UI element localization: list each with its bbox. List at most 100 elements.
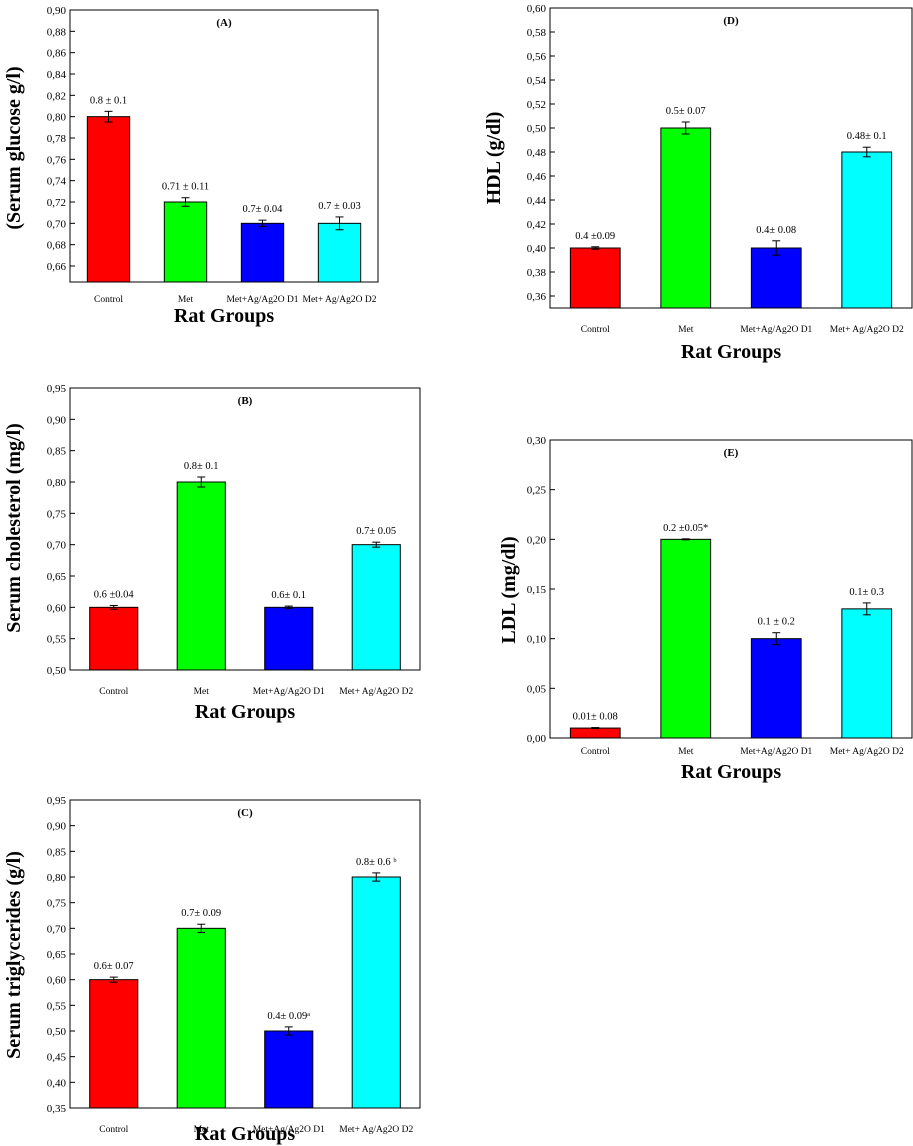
data-label: 0.8 ± 0.1 (90, 95, 127, 106)
y-tick-label: 0,90 (47, 414, 67, 426)
category-label: Met (678, 325, 694, 335)
y-tick-label: 0,70 (47, 923, 67, 935)
category-label: Met+ Ag/Ag2O D2 (339, 1125, 413, 1135)
data-label: 0.48± 0.1 (847, 131, 887, 142)
panel-title: (D) (723, 15, 739, 27)
category-label: Met+ Ag/Ag2O D2 (303, 295, 377, 305)
panel-title: (E) (724, 447, 739, 459)
y-axis-label: Serum cholesterol (mg/l) (3, 423, 25, 633)
y-tick-label: 0,38 (527, 267, 547, 279)
y-tick-label: 0,10 (527, 634, 547, 646)
category-label: Met+Ag/Ag2O D1 (740, 747, 812, 757)
panel-title: (C) (237, 807, 253, 819)
data-label: 0.7 ± 0.03 (318, 201, 361, 212)
y-tick-label: 0,72 (47, 197, 66, 209)
y-tick-label: 0,00 (527, 733, 547, 745)
y-axis-label: (Serum glucose g/l) (3, 66, 25, 229)
y-tick-label: 0,75 (47, 508, 67, 520)
bar-4 (351, 876, 401, 1109)
y-tick-label: 0,80 (47, 477, 67, 489)
y-tick-label: 0,50 (47, 665, 67, 677)
bar-2 (660, 538, 712, 739)
chart-panel-d: 0,36 0,38 0,40 0,42 0,44 0,46 0,48 0,50 0,52 0,54… (483, 3, 913, 363)
bar-3 (264, 1030, 314, 1109)
y-tick-label: 0,66 (47, 261, 67, 273)
y-tick-label: 0,68 (47, 240, 67, 252)
x-axis-label: Rat Groups (681, 341, 781, 363)
category-label: Met (678, 747, 694, 757)
y-axis-label: HDL (g/dl) (483, 112, 505, 205)
bar-1 (569, 727, 621, 739)
category-label: Control (581, 325, 610, 335)
category-label: Met+ Ag/Ag2O D2 (830, 747, 904, 757)
y-tick-label: 0,90 (47, 821, 67, 833)
y-tick-label: 0,90 (47, 5, 67, 17)
chart-panel-e: 0,00 0,05 0,10 0,15 0,20 0,25 0,30 (E) 0.01± 0.0… (498, 435, 913, 783)
bar-3 (264, 606, 314, 671)
y-tick-label: 0,54 (527, 75, 547, 87)
panel-title: (A) (216, 17, 232, 29)
y-tick-label: 0,20 (527, 534, 547, 546)
x-axis-label: Rat Groups (195, 701, 295, 723)
y-tick-label: 0,86 (47, 48, 67, 60)
y-tick-label: 0,56 (527, 51, 547, 63)
y-tick-label: 0,85 (47, 446, 67, 458)
data-label: 0.6 ±0.04 (94, 589, 135, 600)
y-tick-label: 0,80 (47, 112, 67, 124)
y-tick-label: 0,44 (527, 195, 547, 207)
category-label: Control (99, 687, 128, 697)
y-tick-label: 0,76 (47, 154, 67, 166)
category-label: Met+ Ag/Ag2O D2 (339, 687, 413, 697)
y-tick-label: 0,15 (527, 584, 547, 596)
category-label: Met+Ag/Ag2O D1 (253, 687, 325, 697)
category-label: Control (99, 1125, 128, 1135)
category-label: Met+Ag/Ag2O D1 (226, 295, 298, 305)
bar-4 (317, 222, 362, 283)
y-axis-label: Serum triglycerides (g/l) (3, 851, 25, 1059)
y-tick-label: 0,84 (47, 69, 67, 81)
plot-frame (69, 9, 379, 283)
bar-4 (841, 608, 893, 739)
bar-2 (176, 481, 226, 671)
bar-4 (841, 151, 893, 309)
y-tick-label: 0,60 (47, 602, 67, 614)
bar-4 (351, 544, 401, 671)
plot-frame (69, 387, 421, 671)
y-tick-label: 0,30 (527, 435, 547, 447)
x-axis-label: Rat Groups (174, 305, 274, 327)
data-label: 0.6± 0.1 (271, 590, 306, 601)
y-tick-label: 0,95 (47, 795, 67, 807)
category-label: Control (581, 747, 610, 757)
y-tick-label: 0,70 (47, 218, 67, 230)
y-tick-label: 0,80 (47, 872, 67, 884)
data-label: 0.1± 0.3 (849, 587, 884, 598)
y-tick-label: 0,85 (47, 846, 67, 858)
category-label: Control (94, 295, 123, 305)
category-label: Met (178, 295, 194, 305)
chart-panel-a: 0,66 0,68 0,70 0,72 0,74 0,76 0,78 0,80 0,82 0,84… (3, 5, 379, 327)
bar-3 (240, 222, 285, 283)
y-tick-label: 0,70 (47, 540, 67, 552)
bar-2 (660, 127, 712, 309)
y-tick-label: 0,40 (47, 1077, 67, 1089)
data-label: 0.8± 0.1 (184, 461, 219, 472)
data-label: 0.4± 0.09ᵃ (267, 1011, 310, 1022)
y-tick-label: 0,95 (47, 383, 67, 395)
x-axis-label: Rat Groups (195, 1123, 295, 1145)
y-tick-label: 0,65 (47, 571, 67, 583)
bar-2 (176, 927, 226, 1109)
chart-panel-b: 0,50 0,55 0,60 0,65 0,70 0,75 0,80 0,85 0,90 0,95… (3, 383, 421, 723)
y-tick-label: 0,74 (47, 176, 67, 188)
y-tick-label: 0,42 (527, 219, 546, 231)
category-label: Met+Ag/Ag2O D1 (740, 325, 812, 335)
plot-frame (549, 7, 913, 309)
data-label: 0.7± 0.05 (356, 526, 396, 537)
bar-3 (750, 247, 802, 309)
y-tick-label: 0,40 (527, 243, 547, 255)
x-axis-label: Rat Groups (681, 761, 781, 783)
y-tick-label: 0,36 (527, 291, 547, 303)
data-label: 0.1 ± 0.2 (758, 617, 795, 628)
y-tick-label: 0,46 (527, 171, 547, 183)
y-tick-label: 0,05 (527, 683, 547, 695)
y-tick-label: 0,58 (527, 27, 547, 39)
